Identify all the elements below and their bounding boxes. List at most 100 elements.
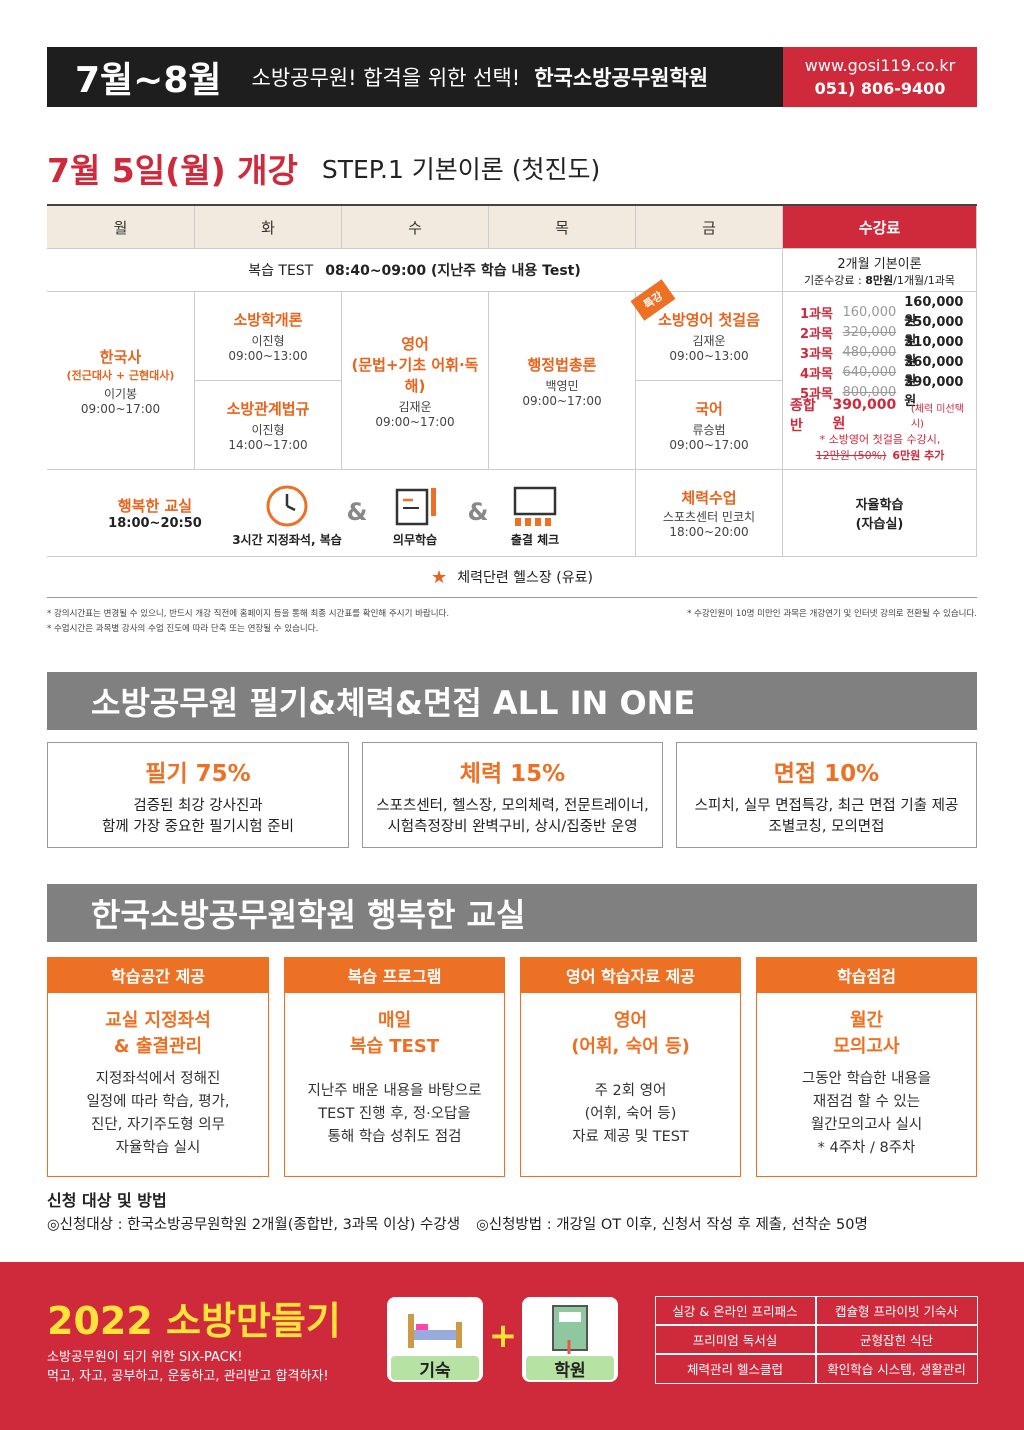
table-top bbox=[47, 204, 977, 206]
fee-price: 360,000원 bbox=[904, 355, 964, 389]
card-head-text: 학습공간 제공 bbox=[111, 967, 205, 986]
card-line: 통해 학습 성취도 점검 bbox=[327, 1128, 462, 1145]
decoration bbox=[431, 488, 436, 516]
fee-note-add: 6만원 추가 bbox=[892, 449, 945, 462]
card-title-line: 매일 bbox=[377, 1010, 412, 1031]
card-head: 학습공간 제공 bbox=[47, 957, 269, 993]
card-line: (어휘, 숙어 등) bbox=[584, 1105, 677, 1122]
apply-title: 신청 대상 및 방법 bbox=[47, 1187, 547, 1210]
day-header: 금 bbox=[636, 206, 783, 249]
fee-note-old: 12만원 (50%) bbox=[815, 449, 887, 462]
url: www.gosi119.co.kr bbox=[804, 56, 956, 75]
evening-name: 행복한 교실 bbox=[117, 497, 193, 515]
apply-row: ◎신청대상 : 한국소방공무원학원 2개월(종합반, 3과목 이상) 수강생 ◎신… bbox=[47, 1213, 977, 1235]
fee-base-prefix: 기준수강료 : bbox=[803, 273, 866, 287]
fee-head: 2개월 기본이론 기준수강료 : 8만원/1개월/1과목 bbox=[783, 249, 977, 292]
feature-line: 조별코칭, 모의면접 bbox=[768, 819, 885, 835]
decoration bbox=[513, 486, 557, 526]
fee-note-line2: 12만원 (50%) 6만원 추가 bbox=[816, 447, 945, 463]
card-title-line: 복습 TEST bbox=[349, 1036, 440, 1057]
class-name: 행정법총론 bbox=[527, 355, 597, 374]
card-line: TEST 진행 후, 정·오답을 bbox=[318, 1105, 471, 1122]
self-title: 자율학습 bbox=[855, 498, 904, 513]
fee-label: 1과목 bbox=[800, 306, 833, 322]
card-head-text: 영어 학습자료 제공 bbox=[566, 967, 695, 986]
feature-box: 체력 15% 스포츠센터, 헬스장, 모의체력, 전문트레이너, 시험측정장비 완벽… bbox=[362, 742, 663, 848]
amp: & bbox=[342, 498, 372, 526]
fee-label: 4과목 bbox=[800, 366, 833, 382]
icon-label: 의무학습 bbox=[335, 530, 495, 548]
banner-title: 소방공무원 필기&체력&면접 ALL IN ONE bbox=[91, 684, 696, 722]
fee-price: 390,000원 bbox=[904, 375, 964, 409]
feature-line: 스피치, 실무 면접특강, 최근 면접 기출 제공 bbox=[694, 798, 959, 814]
footer-line-text: 먹고, 자고, 공부하고, 운동하고, 관리받고 합격하자! bbox=[47, 1369, 329, 1384]
class-cell: 한국사 (전근대사 + 근현대사) 이기봉 09:00~17:00 bbox=[47, 292, 195, 470]
decoration bbox=[456, 1322, 462, 1348]
time: 09:00~17:00 bbox=[522, 393, 602, 408]
pack-label-text: 학원 bbox=[554, 1360, 586, 1381]
decoration bbox=[408, 1314, 462, 1348]
fee-row: 3과목 480,000 310,000원 bbox=[800, 335, 970, 369]
fee-price: 310,000원 bbox=[904, 335, 964, 369]
class-cell: 행정법총론 백영민 09:00~17:00 bbox=[489, 292, 636, 470]
class-name: 국어 bbox=[695, 400, 723, 418]
feature-line: 함께 가장 중요한 필기시험 준비 bbox=[102, 819, 294, 835]
fee-row: 2과목 320,000 250,000원 bbox=[800, 315, 970, 349]
evening-time: 18:00~20:50 bbox=[108, 516, 202, 531]
feature-box: 면접 10% 스피치, 실무 면접특강, 최근 면접 기출 제공 조별코칭, 모의면… bbox=[676, 742, 977, 848]
decoration bbox=[395, 488, 436, 526]
feature-line: 스포츠센터, 헬스장, 모의체력, 전문트레이너, bbox=[376, 798, 649, 814]
decoration bbox=[552, 1305, 588, 1354]
note: * 수업시간은 과목별 강사의 수업 진도에 따라 단축 또는 연장될 수 있습… bbox=[47, 622, 647, 637]
combined-price: 390,000원 bbox=[832, 397, 897, 432]
card-head-text: 학습점검 bbox=[837, 967, 896, 986]
fee-note: * 소방영어 첫걸음 수강시, 12만원 (50%) 6만원 추가 bbox=[783, 430, 977, 464]
start: 7월 5일(월) 개강 bbox=[47, 151, 298, 190]
contact: www.gosi119.co.kr 051) 806-9400 bbox=[783, 47, 977, 107]
fee-old: 640,000 bbox=[842, 364, 897, 380]
card-title-line: 영어 bbox=[613, 1010, 648, 1031]
card-head: 영어 학습자료 제공 bbox=[520, 957, 741, 993]
feature-line: 시험측정장비 완벽구비, 상시/집중반 운영 bbox=[387, 819, 638, 835]
feature-cell-text: 체력관리 헬스클럽 bbox=[687, 1362, 783, 1377]
time: 09:00~13:00 bbox=[669, 349, 749, 363]
class-sub: (전근대사 + 근현대사) bbox=[66, 368, 175, 382]
icon bbox=[391, 484, 439, 530]
day-header: 수 bbox=[342, 206, 489, 249]
note: * 수강인원이 10명 미만인 과목은 개강연기 및 인터넷 강의로 전환될 수… bbox=[600, 607, 977, 622]
decoration bbox=[535, 518, 541, 526]
fee-base-suffix: /1개월/1과목 bbox=[893, 273, 956, 287]
fee-old: 160,000 bbox=[842, 304, 897, 320]
fitness-cell: 체력수업 스포츠센터 민코치 18:00~20:00 bbox=[636, 470, 783, 557]
card-line: * 4주차 / 8주차 bbox=[817, 1140, 916, 1156]
feature-title: 체력 15% bbox=[459, 761, 566, 787]
review-label: 복습 TEST bbox=[248, 263, 314, 279]
step: STEP.1 기본이론 (첫진도) bbox=[321, 155, 601, 184]
card-title: 교실 지정좌석 & 출결관리 bbox=[47, 1006, 269, 1062]
card-title-line: 월간 bbox=[849, 1010, 884, 1031]
day: 금 bbox=[702, 218, 716, 237]
card-body: 지난주 배운 내용을 바탕으로 TEST 진행 후, 정·오답을 통해 학습 성취도… bbox=[284, 1064, 505, 1164]
feature-box: 필기 75% 검증된 최강 강사진과 함께 가장 중요한 필기시험 준비 bbox=[47, 742, 349, 848]
class-cell: 소방관계법규 이진형 14:00~17:00 bbox=[195, 381, 342, 470]
decoration bbox=[545, 518, 551, 526]
teacher: 이진형 bbox=[251, 423, 285, 437]
feature-title: 필기 75% bbox=[145, 761, 251, 787]
pack-label: 학원 bbox=[526, 1356, 614, 1381]
teacher: 이기봉 bbox=[103, 386, 138, 401]
day: 수 bbox=[408, 218, 422, 237]
fee-old: 800,000 bbox=[842, 384, 897, 400]
pack-art bbox=[398, 1300, 472, 1356]
combined-note: (체력 미선택시) bbox=[910, 404, 964, 430]
teacher: 김재운 bbox=[692, 334, 726, 348]
card-title: 월간 모의고사 bbox=[756, 1006, 977, 1062]
card-body: 지정좌석에서 정해진 일정에 따라 학습, 평가, 진단, 자기주도형 의무 자율학습… bbox=[47, 1064, 269, 1164]
review-row: 복습 TEST 08:40~09:00 (지난주 학습 내용 Test) bbox=[47, 249, 783, 292]
fee-row: 1과목 160,000 160,000원 bbox=[800, 295, 970, 329]
class-name: 소방영어 첫걸음 bbox=[658, 311, 760, 329]
decoration bbox=[515, 518, 521, 526]
star: ★ bbox=[431, 566, 448, 588]
apply-title-text: 신청 대상 및 방법 bbox=[47, 1191, 167, 1210]
